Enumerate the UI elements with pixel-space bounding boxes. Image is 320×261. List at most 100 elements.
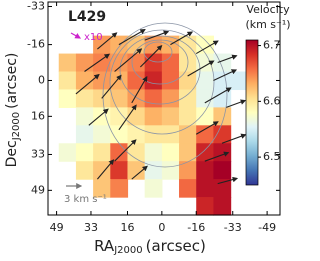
- velocity-cell: [179, 107, 197, 126]
- x-tick-label: -33: [224, 221, 242, 234]
- velocity-cell: [213, 161, 232, 180]
- colorbar: [245, 39, 259, 186]
- velocity-cell: [75, 161, 94, 180]
- velocity-cell: [196, 107, 215, 126]
- velocity-cell: [144, 107, 163, 126]
- vectors: [75, 29, 247, 185]
- vector: [131, 75, 148, 104]
- velocity-cell: [196, 125, 215, 144]
- velocity-cell: [93, 125, 111, 144]
- velocity-cell: [110, 179, 129, 198]
- velocity-cell: [213, 53, 232, 73]
- y-label-unit: (arcsec): [4, 53, 20, 109]
- velocity-cell: [213, 71, 232, 91]
- title: L429: [68, 9, 106, 25]
- contours: [102, 22, 228, 168]
- vector: [88, 108, 109, 126]
- vector: [195, 40, 219, 55]
- x-label: RA: [94, 237, 115, 255]
- vector: [204, 151, 230, 162]
- contour: [131, 39, 189, 85]
- velocity-cell: [161, 143, 180, 162]
- velocity-cell: [144, 89, 163, 108]
- velocity-cell: [161, 89, 180, 108]
- plot-frame: [47, 1, 281, 216]
- x-label-sub: J2000: [113, 245, 142, 256]
- vector: [96, 159, 115, 180]
- scale-arrow: [70, 32, 82, 39]
- velocity-cell: [110, 53, 129, 73]
- velocity-cell: [179, 71, 197, 91]
- reference-label: 3 km s⁻¹: [64, 194, 107, 205]
- velocity-cell: [213, 143, 232, 162]
- velocity-cell: [161, 71, 180, 91]
- velocity-cell: [93, 179, 111, 198]
- vector: [187, 60, 215, 77]
- velocity-cell: [161, 53, 180, 73]
- vector: [195, 121, 219, 135]
- velocity-cell: [127, 125, 146, 144]
- velocity-cell: [58, 53, 77, 73]
- velocity-cell: [93, 143, 111, 162]
- velocity-cell: [230, 71, 249, 91]
- colorbar-label: Velocity: [246, 3, 290, 16]
- x-tick-label: -49: [258, 221, 276, 234]
- contour: [102, 22, 228, 168]
- vector: [75, 73, 100, 95]
- axes: 3 km s⁻¹ 49 33 16 0 -16 -33 -49 -33 -16 0 16 33 49 6.5…: [27, 0, 280, 234]
- velocity-cell: [213, 197, 232, 216]
- vector: [114, 48, 143, 72]
- y-tick-label: 0: [38, 73, 45, 86]
- contour: [109, 29, 215, 135]
- vector: [217, 54, 238, 64]
- velocity-cell: [196, 35, 215, 55]
- velocity-cell: [144, 179, 163, 198]
- vector: [97, 32, 118, 50]
- velocity-cell: [110, 161, 129, 180]
- y-tick-label: 49: [31, 183, 45, 196]
- contour: [119, 35, 201, 105]
- velocity-map: [58, 35, 249, 216]
- vector: [114, 139, 137, 162]
- colorbar-unit: (km s⁻¹): [245, 18, 290, 31]
- y-label-sub: J2000: [11, 112, 22, 141]
- velocity-cell: [110, 107, 129, 126]
- velocity-cell: [110, 71, 129, 91]
- colorbar-tick-label: 6.6: [263, 94, 281, 107]
- contour: [143, 41, 173, 63]
- vector: [118, 29, 146, 46]
- velocity-cell: [93, 107, 111, 126]
- velocity-cell: [75, 89, 94, 108]
- velocity-cell: [110, 143, 129, 162]
- velocity-cell: [110, 125, 129, 144]
- colorbar-tick-label: 6.5: [263, 150, 281, 163]
- x-tick-label: 0: [158, 221, 165, 234]
- velocity-cell: [75, 143, 94, 162]
- x-tick-label: 49: [50, 221, 64, 234]
- velocity-cell: [144, 35, 163, 55]
- vector: [139, 45, 163, 68]
- velocity-cell: [93, 53, 111, 73]
- velocity-cell: [161, 161, 180, 180]
- y-tick-label: 16: [31, 109, 45, 122]
- velocity-cell: [213, 125, 232, 144]
- velocity-cell: [75, 53, 94, 73]
- y-tick-label: 33: [31, 147, 45, 160]
- velocity-cell: [58, 143, 77, 162]
- velocity-cell: [196, 71, 215, 91]
- x-tick-label: 16: [120, 221, 134, 234]
- velocity-cell: [196, 197, 215, 216]
- velocity-cell: [93, 89, 111, 108]
- x-tick-label: 33: [84, 221, 98, 234]
- velocity-cell: [144, 143, 163, 162]
- velocity-cell: [144, 53, 163, 73]
- velocity-cell: [127, 161, 146, 180]
- velocity-cell: [179, 143, 197, 162]
- y-tick-label: -16: [27, 38, 45, 51]
- vector: [213, 69, 238, 81]
- velocity-cell: [144, 125, 163, 144]
- velocity-cell: [75, 71, 94, 91]
- velocity-cell: [161, 125, 180, 144]
- colorbar-tick-label: 6.7: [263, 39, 281, 52]
- x-label-unit: (arcsec): [146, 237, 206, 255]
